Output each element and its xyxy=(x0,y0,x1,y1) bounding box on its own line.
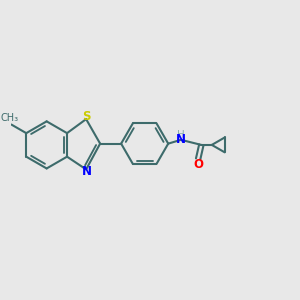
Text: N: N xyxy=(82,166,92,178)
Text: CH₃: CH₃ xyxy=(0,113,19,123)
Text: O: O xyxy=(193,158,203,170)
Text: N: N xyxy=(176,133,186,146)
Text: S: S xyxy=(82,110,91,123)
Text: H: H xyxy=(177,130,185,140)
